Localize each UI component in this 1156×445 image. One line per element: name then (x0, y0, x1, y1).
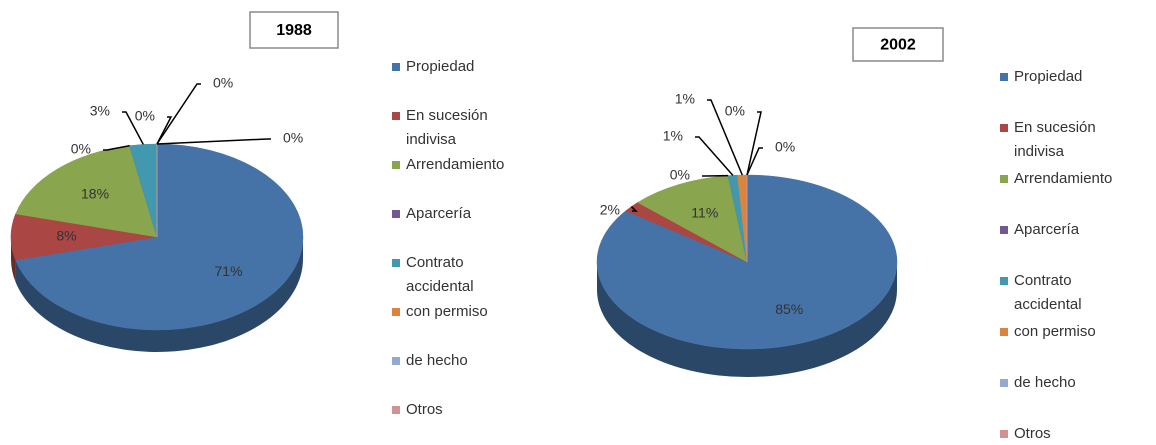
leader-line (156, 83, 201, 145)
leader-line (630, 206, 638, 212)
legend-swatch (1000, 175, 1008, 183)
data-label: 0% (71, 141, 91, 157)
legend-label: Propiedad (406, 58, 474, 75)
legend-swatch (392, 161, 400, 169)
legend-label: de hecho (1014, 374, 1076, 391)
legend-line: En sucesión (406, 107, 492, 124)
leader-line (746, 111, 762, 176)
legend-swatch (392, 210, 400, 218)
data-label: 0% (670, 167, 690, 183)
title-box (249, 11, 339, 49)
leader-line (746, 147, 763, 176)
leader-line (695, 136, 734, 176)
chart-title: 1988 (276, 22, 312, 39)
data-label: 0% (725, 103, 745, 119)
leader-line (122, 111, 144, 145)
legend-swatch (1000, 430, 1008, 438)
legend-label: Propiedad (1014, 68, 1082, 85)
slice-side (11, 237, 16, 283)
data-label: 1% (675, 91, 695, 107)
legend-label: Otros (1014, 425, 1051, 442)
data-label: 0% (775, 139, 795, 155)
pie-chart: 1988 71% 8% 18% 0% 3% 0% 0% 0% Propiedad En sucesi… (10, 11, 504, 418)
legend-line: Contrato (406, 254, 468, 271)
legend-swatch (392, 406, 400, 414)
legend-swatch (1000, 124, 1008, 132)
data-label: 71% (215, 263, 243, 279)
legend-label: Contrato accidental (1014, 272, 1082, 313)
legend-line: indivisa (1014, 143, 1065, 160)
data-label: 2% (600, 202, 620, 218)
legend-label: Otros (406, 401, 443, 418)
legend-label: Arrendamiento (1014, 170, 1112, 187)
legend-swatch (1000, 277, 1008, 285)
title-box (852, 27, 944, 62)
legend-label: con permiso (1014, 323, 1096, 340)
leader-line (156, 116, 173, 145)
legend-swatch (1000, 328, 1008, 336)
data-label: 3% (90, 103, 110, 119)
legend-label: Aparcería (406, 205, 472, 222)
legend-swatch (392, 308, 400, 316)
data-label: 0% (135, 108, 155, 124)
data-label: 18% (81, 186, 109, 202)
data-label: 11% (691, 205, 718, 221)
legend-line: accidental (1014, 296, 1082, 313)
data-label: 8% (56, 228, 76, 244)
legend-swatch (392, 259, 400, 267)
legend-label: En sucesión indivisa (406, 107, 492, 148)
legend-label: Aparcería (1014, 221, 1080, 238)
leader-line (156, 138, 271, 145)
slice (15, 143, 304, 331)
data-label: 1% (663, 128, 683, 144)
legend-label: de hecho (406, 352, 468, 369)
legend-label: con permiso (406, 303, 488, 320)
data-label: 0% (283, 130, 303, 146)
slice-side (15, 237, 304, 352)
data-label: 0% (213, 75, 233, 91)
legend-line: Contrato (1014, 272, 1076, 289)
legend-swatch (1000, 379, 1008, 387)
chart-title: 2002 (880, 37, 916, 54)
legend-label: Contrato accidental (406, 254, 474, 295)
leader-line (103, 144, 130, 151)
legend-swatch (1000, 73, 1008, 81)
legend-swatch (392, 112, 400, 120)
legend-line: accidental (406, 278, 474, 295)
legend-swatch (392, 357, 400, 365)
legend-line: En sucesión (1014, 119, 1100, 136)
legend-label: Arrendamiento (406, 156, 504, 173)
legend-label: En sucesión indivisa (1014, 119, 1100, 160)
slice-side (597, 262, 897, 377)
legend-swatch (1000, 226, 1008, 234)
leader-line (707, 99, 743, 176)
data-label: 85% (775, 301, 803, 317)
pie-chart: 2002 85% 2% 11% 0% 1% 1% 0% 0% Propiedad En sucesi… (596, 27, 1112, 442)
legend-swatch (392, 63, 400, 71)
legend-line: indivisa (406, 131, 457, 148)
